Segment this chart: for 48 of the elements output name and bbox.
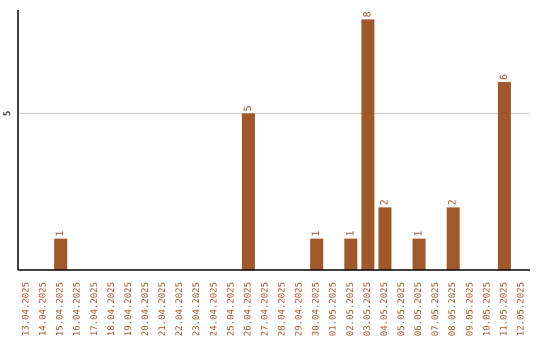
x-tick-label: 15.04.2025 (56, 282, 66, 336)
x-tick-label: 13.04.2025 (22, 282, 32, 336)
bar (344, 238, 358, 270)
x-tick-label: 10.05.2025 (482, 282, 492, 336)
x-tick-label: 30.04.2025 (312, 282, 322, 336)
data-label: 1 (55, 230, 66, 237)
data-label: 5 (242, 105, 254, 112)
bar (361, 19, 374, 270)
data-label: 1 (414, 230, 425, 237)
x-tick-label: 03.05.2025 (362, 282, 373, 336)
bar (446, 207, 460, 270)
x-tick-label: 04.05.2025 (380, 282, 390, 336)
bar (378, 207, 392, 270)
x-tick-label: 09.05.2025 (465, 282, 476, 336)
bar (54, 238, 68, 270)
bar (242, 113, 255, 270)
x-tick-label: 11.05.2025 (499, 282, 510, 336)
x-tick-label: 23.04.2025 (192, 282, 202, 336)
x-tick-label: 01.05.2025 (328, 282, 339, 336)
bar (412, 238, 426, 270)
x-tick-label: 28.04.2025 (278, 282, 288, 336)
data-label: 8 (362, 11, 374, 18)
bar (310, 238, 324, 270)
x-tick-label: 05.05.2025 (397, 282, 407, 336)
x-tick-label: 02.05.2025 (346, 282, 356, 336)
x-tick-label: 18.04.2025 (106, 282, 117, 336)
x-tick-label: 14.04.2025 (38, 282, 49, 336)
data-label: 1 (345, 230, 356, 237)
x-tick-label: 17.04.2025 (90, 282, 100, 336)
data-label: 6 (498, 74, 510, 80)
x-tick-label: 16.04.2025 (72, 282, 83, 336)
data-label: 1 (311, 230, 322, 237)
x-tick-label: 21.04.2025 (158, 282, 168, 336)
x-tick-label: 06.05.2025 (414, 282, 424, 336)
bar (498, 82, 511, 270)
x-tick-label: 25.04.2025 (226, 282, 236, 336)
x-tick-label: 29.04.2025 (294, 282, 305, 336)
x-tick-label: 26.04.2025 (243, 282, 254, 336)
x-tick-label: 20.04.2025 (141, 282, 151, 336)
x-tick-label: 12.05.2025 (516, 282, 526, 336)
data-label: 2 (448, 199, 459, 206)
data-label: 2 (379, 199, 390, 206)
x-tick-label: 19.04.2025 (124, 282, 134, 336)
x-tick-label: 08.05.2025 (448, 282, 458, 336)
x-tick-label: 24.04.2025 (209, 282, 220, 336)
x-tick-label: 27.04.2025 (260, 282, 270, 336)
x-tick-label: 22.04.2025 (175, 282, 186, 336)
x-tick-label: 07.05.2025 (431, 282, 442, 336)
